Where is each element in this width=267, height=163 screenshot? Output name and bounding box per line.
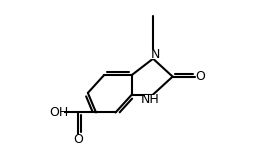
Text: OH: OH — [50, 106, 69, 119]
FancyBboxPatch shape — [197, 72, 204, 81]
FancyBboxPatch shape — [53, 108, 64, 117]
Text: NH: NH — [141, 93, 159, 106]
FancyBboxPatch shape — [75, 135, 81, 144]
FancyBboxPatch shape — [144, 95, 155, 104]
FancyBboxPatch shape — [151, 50, 158, 59]
Text: N: N — [151, 48, 160, 61]
Text: O: O — [196, 70, 206, 83]
Text: O: O — [73, 133, 83, 146]
